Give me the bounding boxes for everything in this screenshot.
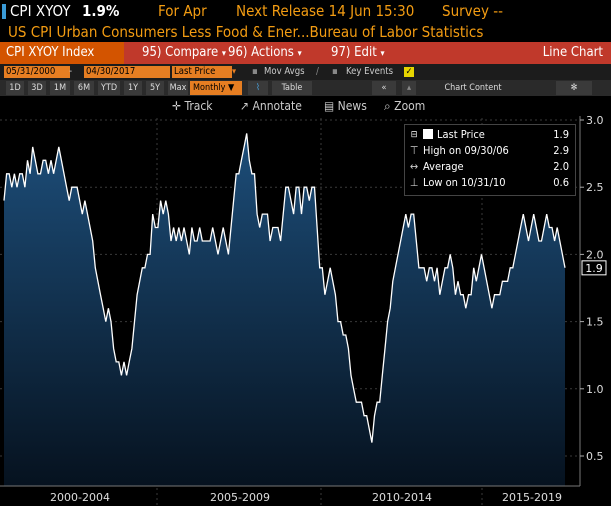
title-accent-bar (2, 4, 6, 19)
track-label: Track (184, 99, 213, 113)
key-events-checkbox[interactable]: ✓ (404, 67, 414, 77)
line-chart-icon[interactable]: ⌇ (248, 81, 268, 95)
legend-average-value: 2.0 (553, 160, 569, 173)
period-max[interactable]: Max (168, 81, 188, 95)
actions-label: 96) Actions (228, 45, 294, 60)
chart-content-icon: ▴ (402, 81, 416, 95)
end-date-field[interactable]: 04/30/2017 (84, 66, 170, 78)
last-value: 1.9% (82, 2, 120, 20)
legend-average-label: Average (423, 160, 464, 173)
legend-high-value: 2.9 (553, 144, 569, 157)
actions-button[interactable]: 96) Actions ▾ (228, 42, 302, 64)
magnifier-icon: ⌕ (384, 99, 391, 113)
price-area (4, 133, 565, 486)
title-bar: CPI XYOY 1.9% For Apr Next Release 14 Ju… (0, 0, 611, 22)
zoom-label: Zoom (394, 99, 426, 113)
y-tick-label: 1.5 (586, 316, 604, 329)
y-tick-label: 1.0 (586, 383, 604, 396)
x-axis: 2000-2004 2005-2009 2010-2014 2015-2019 (0, 485, 580, 504)
field-select[interactable]: Last Price (172, 66, 232, 78)
zoom-tool[interactable]: ⌕ Zoom (384, 96, 425, 116)
chart-content-label[interactable]: Chart Content (418, 81, 528, 95)
period-3d[interactable]: 3D (28, 81, 46, 95)
legend-high-label: High on 09/30/06 (423, 144, 509, 157)
chevron-down-icon: ▾ (380, 49, 385, 59)
mov-avgs-toggle[interactable]: Mov Avgs (264, 66, 305, 77)
crosshair-icon: ✛ (172, 99, 182, 113)
track-tool[interactable]: ✛ Track (172, 96, 213, 116)
tool-bar: ✛ Track ↗ Annotate ▤ News ⌕ Zoom (0, 96, 611, 116)
legend-last-price-value: 1.9 (553, 128, 569, 141)
legend-low-value: 0.6 (553, 176, 569, 189)
x-tick-label: 2015-2019 (502, 491, 562, 504)
last-value-box (581, 260, 607, 276)
for-period: For Apr (158, 2, 207, 20)
legend-low-label: Low on 10/31/10 (423, 176, 506, 189)
period-6m[interactable]: 6M (74, 81, 94, 95)
period-1y[interactable]: 1Y (124, 81, 142, 95)
description-bar: US CPI Urban Consumers Less Food & Ener.… (0, 22, 611, 42)
period-1m[interactable]: 1M (50, 81, 70, 95)
menu-bar: CPI XYOY Index 95) Compare ▾ 96) Actions… (0, 42, 611, 64)
key-events-icon: ▪ (332, 66, 338, 77)
chevron-down-icon: ▾ (221, 49, 226, 59)
chevron-down-icon[interactable]: ▾ (232, 67, 237, 77)
mov-avgs-icon: ▪ (252, 66, 258, 77)
frequency-select[interactable]: Monthly ▼ (190, 81, 242, 95)
x-tick-label: 2010-2014 (372, 491, 432, 504)
collapse-left-icon[interactable]: « (372, 81, 396, 95)
ticker-label: CPI XYOY (10, 2, 71, 20)
pencil-icon: ↗ (240, 99, 250, 113)
security-description: US CPI Urban Consumers Less Food & Ener.… (8, 23, 484, 41)
period-1d[interactable]: 1D (6, 81, 24, 95)
survey: Survey -- (442, 2, 503, 20)
period-ytd[interactable]: YTD (98, 81, 120, 95)
start-date-field[interactable]: 05/31/2000 (4, 66, 70, 78)
annotate-tool[interactable]: ↗ Annotate (240, 96, 302, 116)
edit-button[interactable]: 97) Edit ▾ (331, 42, 385, 64)
y-axis: 0.5 1.0 1.5 2.0 2.5 3.0 (579, 116, 604, 486)
price-line (3, 133, 566, 443)
x-tick-label: 2000-2004 (50, 491, 110, 504)
index-label: CPI XYOY Index (0, 42, 124, 64)
legend-last-price-label: Last Price (437, 128, 485, 141)
key-events-toggle[interactable]: Key Events (346, 66, 394, 77)
y-tick-label: 3.0 (586, 116, 604, 127)
compare-button[interactable]: 95) Compare ▾ (142, 42, 226, 64)
date-range-bar: 05/31/2000 - 04/30/2017 Last Price ▾ ▪ M… (0, 64, 611, 80)
legend-last-price: Last Price (423, 127, 485, 143)
edit-label: 97) Edit (331, 45, 377, 60)
news-icon: ▤ (324, 99, 335, 113)
chart-legend: ⊟ Last Price 1.9 ⊤ High on 09/30/06 2.9 … (404, 124, 576, 196)
period-5y[interactable]: 5Y (146, 81, 164, 95)
last-value-text: 1.9 (585, 262, 603, 275)
period-bar: 1D 3D 1M 6M YTD 1Y 5Y Max Monthly ▼ ⌇ Ta… (0, 80, 611, 96)
y-tick-label: 0.5 (586, 450, 604, 463)
chart-type-label: Line Chart (542, 45, 603, 60)
white-square-icon (423, 129, 433, 139)
y-tick-label: 2.5 (586, 181, 604, 194)
low-marker-icon: ⊥ (409, 176, 419, 189)
compare-label: 95) Compare (142, 45, 219, 60)
news-label: News (337, 99, 367, 113)
next-release: Next Release 14 Jun 15:30 (236, 2, 415, 20)
x-tick-label: 2005-2009 (210, 491, 270, 504)
high-marker-icon: ⊤ (409, 144, 419, 157)
gear-icon[interactable]: ✻ (556, 81, 592, 95)
frequency-label: Monthly (193, 83, 226, 93)
news-tool[interactable]: ▤ News (324, 96, 367, 116)
divider-icon: / (316, 66, 319, 77)
last-value-marker: 1.9 (581, 260, 607, 276)
y-tick-label: 2.0 (586, 248, 604, 261)
chevron-down-icon: ▾ (297, 49, 302, 59)
annotate-label: Annotate (252, 99, 302, 113)
range-separator: - (69, 66, 73, 77)
collapse-legend-icon[interactable]: ⊟ (410, 130, 418, 140)
average-marker-icon: ↔ (409, 160, 419, 173)
table-button[interactable]: Table (272, 81, 312, 95)
